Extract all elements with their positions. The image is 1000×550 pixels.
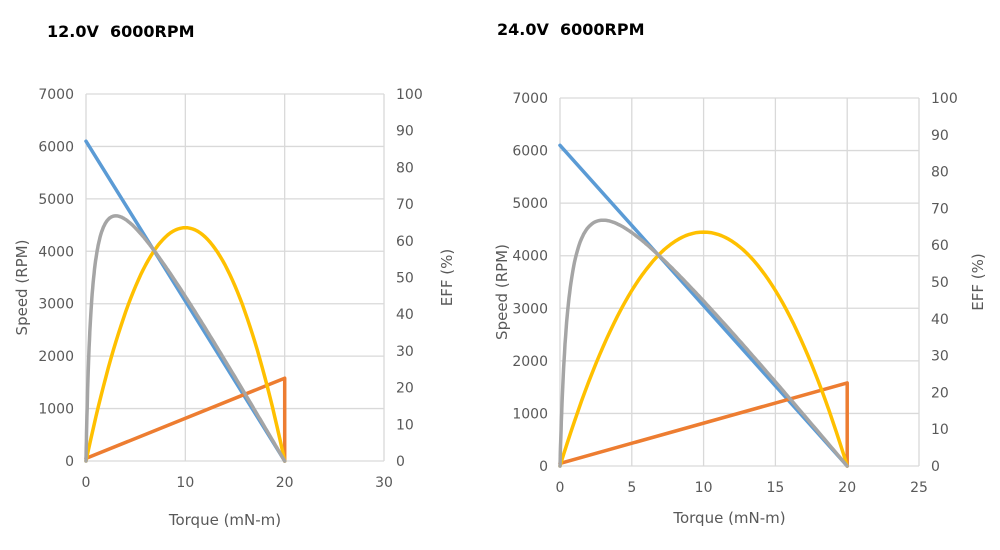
x-tick-label: 0 [82, 475, 91, 491]
x-tick-label: 10 [695, 480, 713, 496]
y-tick-label: 2000 [38, 349, 74, 365]
y2-tick-label: 30 [931, 349, 949, 365]
x-tick-label: 5 [627, 480, 636, 496]
chart-title-12v: 12.0V 6000RPM [47, 22, 195, 41]
series-output [84, 225, 287, 463]
y2-tick-label: 40 [931, 312, 949, 328]
y2-axis-title: EFF (%) [969, 253, 987, 310]
y-tick-label: 4000 [512, 249, 548, 265]
y2-tick-label: 90 [931, 128, 949, 144]
y2-tick-label: 60 [931, 238, 949, 254]
y2-tick-label: 20 [396, 381, 414, 397]
y-tick-label: 1000 [38, 402, 74, 418]
series-output [558, 230, 849, 468]
y2-tick-label: 90 [396, 124, 414, 140]
y2-tick-label: 0 [396, 454, 405, 470]
x-tick-label: 15 [766, 480, 784, 496]
x-axis-title: Torque (mN-m) [672, 509, 785, 527]
y2-tick-label: 30 [396, 344, 414, 360]
y-tick-label: 6000 [38, 139, 74, 155]
y2-tick-label: 40 [396, 307, 414, 323]
y-tick-label: 7000 [512, 91, 548, 107]
y-axis-title: Speed (RPM) [13, 240, 31, 336]
x-tick-label: 0 [556, 480, 565, 496]
y2-tick-label: 10 [396, 417, 414, 433]
y-tick-label: 2000 [512, 354, 548, 370]
y2-tick-label: 80 [931, 165, 949, 181]
y-tick-label: 7000 [38, 87, 74, 103]
series-efficiency [558, 218, 849, 468]
x-tick-label: 20 [276, 475, 294, 491]
y-tick-label: 1000 [512, 406, 548, 422]
y-tick-label: 5000 [38, 192, 74, 208]
chart-title-24v: 24.0V 6000RPM [497, 20, 645, 39]
y-tick-label: 3000 [512, 301, 548, 317]
y2-tick-label: 70 [396, 197, 414, 213]
series-current [84, 376, 287, 463]
x-axis-title: Torque (mN-m) [168, 511, 281, 529]
y-tick-label: 0 [65, 454, 74, 470]
y2-tick-label: 80 [396, 160, 414, 176]
y2-tick-label: 50 [396, 271, 414, 287]
y-tick-label: 5000 [512, 196, 548, 212]
x-tick-label: 25 [910, 480, 928, 496]
y-axis-title: Speed (RPM) [493, 244, 511, 340]
x-tick-label: 20 [838, 480, 856, 496]
y2-tick-label: 60 [396, 234, 414, 250]
y-tick-label: 4000 [38, 244, 74, 260]
y2-tick-label: 70 [931, 201, 949, 217]
y-tick-label: 6000 [512, 144, 548, 160]
series-current [558, 381, 849, 468]
series-efficiency [84, 214, 287, 463]
y-tick-label: 0 [539, 459, 548, 475]
y2-axis-title: EFF (%) [438, 249, 456, 306]
y-tick-label: 3000 [38, 297, 74, 313]
x-tick-label: 30 [375, 475, 393, 491]
y2-tick-label: 10 [931, 422, 949, 438]
y2-tick-label: 50 [931, 275, 949, 291]
y2-tick-label: 20 [931, 385, 949, 401]
y2-tick-label: 0 [931, 459, 940, 475]
y2-tick-label: 100 [931, 91, 958, 107]
x-tick-label: 10 [176, 475, 194, 491]
series-speed [558, 143, 849, 468]
y2-tick-label: 100 [396, 87, 423, 103]
